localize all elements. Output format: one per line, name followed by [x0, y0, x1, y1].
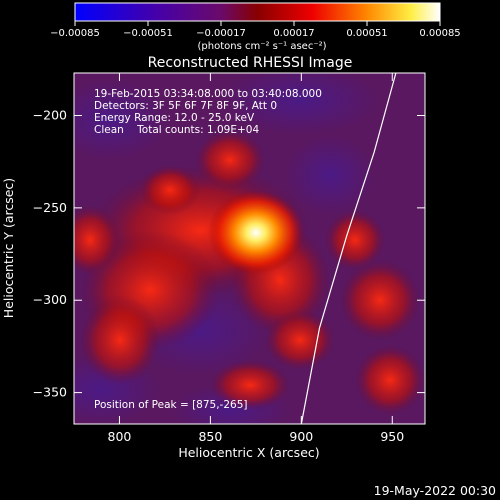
- peak-position-label: Position of Peak = [875,-265]: [94, 399, 248, 411]
- colorbar-tick-label: −0.00051: [123, 28, 173, 39]
- info-detectors: Detectors: 3F 5F 6F 7F 8F 9F, Att 0: [94, 100, 277, 112]
- x-tick-label: 950: [380, 429, 404, 444]
- colorbar-tick-label: −0.00085: [50, 28, 100, 39]
- plot-frame: [73, 72, 426, 425]
- colorbar: [74, 2, 441, 22]
- info-clean-counts: Clean Total counts: 1.09E+04: [94, 124, 259, 136]
- x-axis: 800 850 900 950: [108, 73, 404, 444]
- y-tick-label: −300: [33, 292, 67, 307]
- heatmap-image: [74, 73, 425, 424]
- y-axis-label: Heliocentric Y (arcsec): [1, 178, 16, 318]
- y-tick-label: −350: [33, 385, 67, 400]
- solar-limb-curve: [300, 73, 397, 424]
- x-tick-label: 850: [198, 429, 222, 444]
- info-time-range: 19-Feb-2015 03:34:08.000 to 03:40:08.000: [94, 88, 322, 100]
- footer-timestamp: 19-May-2022 00:30: [374, 483, 496, 498]
- info-block: 19-Feb-2015 03:34:08.000 to 03:40:08.000…: [94, 88, 322, 136]
- colorbar-unit-label: (photons cm⁻² s⁻¹ asec⁻²): [197, 41, 326, 52]
- colorbar-tick-label: 0.00051: [346, 28, 387, 39]
- x-tick-label: 800: [108, 429, 132, 444]
- colorbar-tick-label: 0.00085: [419, 28, 460, 39]
- peak-source: [207, 190, 304, 275]
- info-energy-range: Energy Range: 12.0 - 25.0 keV: [94, 112, 255, 124]
- y-tick-label: −250: [33, 200, 67, 215]
- chart-title: Reconstructed RHESSI Image: [148, 55, 353, 71]
- y-tick-label: −200: [33, 107, 67, 122]
- colorbar-tick-label: 0.00017: [273, 28, 314, 39]
- y-axis: −200 −250 −300 −350: [33, 107, 425, 400]
- x-tick-label: 900: [289, 429, 313, 444]
- colorbar-ticks: −0.00085 −0.00051 −0.00017 0.00017 0.00051 0.…: [50, 21, 461, 39]
- x-axis-label: Heliocentric X (arcsec): [178, 445, 319, 460]
- colorbar-tick-label: −0.00017: [196, 28, 246, 39]
